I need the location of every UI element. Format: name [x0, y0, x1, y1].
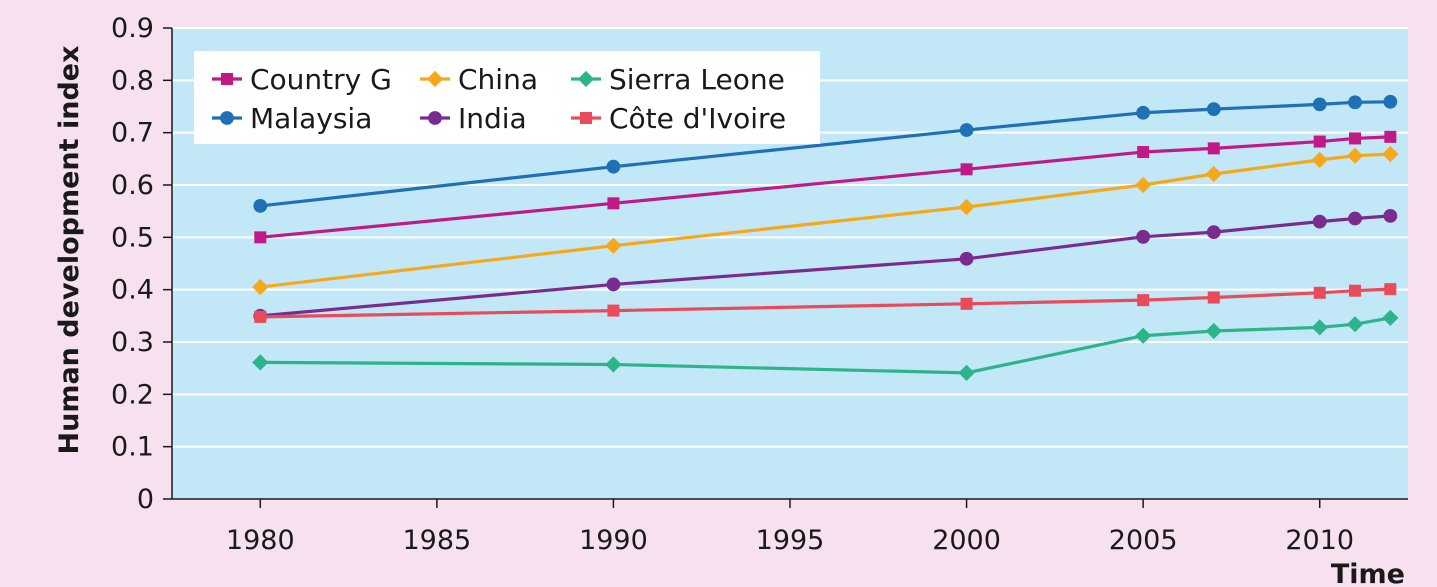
x-axis-title: Time	[1331, 559, 1405, 587]
x-tick-label: 1990	[579, 525, 648, 556]
series-india	[253, 208, 1398, 323]
x-tick-label: 2010	[1285, 525, 1354, 556]
data-point	[1384, 130, 1397, 143]
data-point	[254, 231, 267, 244]
series-malaysia	[253, 94, 1398, 213]
legend-label: Sierra Leone	[609, 63, 785, 96]
data-point	[606, 159, 621, 174]
data-point	[1348, 95, 1362, 110]
data-point	[1135, 327, 1152, 344]
legend-label: Malaysia	[250, 102, 372, 135]
data-point	[1313, 135, 1326, 148]
data-point	[1311, 319, 1328, 336]
data-point	[1312, 214, 1327, 229]
x-tick-label: 1985	[402, 525, 471, 556]
data-point	[1384, 283, 1397, 296]
y-tick-label: 0	[137, 484, 154, 515]
data-point	[605, 237, 622, 254]
series-c-te-d-ivoire	[254, 283, 1397, 323]
data-point	[1206, 102, 1221, 117]
data-point	[958, 198, 975, 216]
data-point	[1207, 291, 1220, 304]
data-point	[1313, 286, 1326, 299]
data-point	[959, 123, 974, 137]
y-tick-label: 0.4	[111, 275, 154, 306]
y-axis-title: Human development index	[54, 46, 85, 455]
y-tick-label: 0.3	[111, 327, 154, 358]
x-tick-label: 2000	[932, 525, 1001, 556]
legend-swatch-marker	[577, 70, 595, 88]
legend-swatch-marker	[426, 70, 444, 88]
y-tick-label: 0.8	[111, 65, 154, 96]
axes: 0 0.1 0.2 0.3 0.4 0.5 0.6 0.7 0.8 0.9 1980 1985 1990…	[111, 13, 1408, 556]
legend: Country G China Sierra Leone Malaysia India C…	[194, 51, 820, 144]
data-point	[1382, 146, 1399, 163]
x-tick-label: 1995	[756, 525, 825, 556]
x-tick-label: 2005	[1109, 525, 1178, 556]
data-point	[607, 197, 620, 210]
data-point	[1312, 97, 1327, 112]
legend-item-sierra-leone: Sierra Leone	[571, 63, 785, 96]
legend-label: China	[458, 63, 538, 96]
data-point	[1382, 309, 1399, 327]
legend-swatch-marker	[220, 111, 234, 125]
data-point	[1348, 211, 1362, 226]
data-point	[1383, 208, 1398, 223]
y-tick-label: 0.6	[111, 170, 154, 201]
data-point	[1311, 151, 1328, 168]
data-point	[1205, 322, 1222, 340]
data-point	[607, 304, 620, 317]
data-point	[1383, 94, 1398, 109]
data-point	[1137, 294, 1150, 307]
data-point	[252, 354, 269, 371]
data-point	[254, 310, 267, 323]
data-point	[605, 356, 622, 373]
series-country-g	[254, 130, 1397, 244]
legend-item-c-te-d-ivoire: Côte d'Ivoire	[571, 102, 786, 135]
legend-item-china: China	[420, 63, 538, 96]
series-sierra-leone	[252, 309, 1399, 381]
data-point	[1206, 225, 1221, 240]
y-tick-label: 0.5	[111, 222, 154, 253]
data-point	[1205, 165, 1222, 183]
data-series	[252, 94, 1399, 381]
data-point	[958, 364, 975, 381]
data-point	[1136, 229, 1151, 244]
legend-box	[194, 51, 820, 144]
data-point	[960, 297, 973, 310]
data-point	[1135, 176, 1152, 194]
legend-swatch-marker	[221, 73, 233, 85]
series-china	[252, 146, 1399, 296]
data-point	[1346, 316, 1364, 333]
y-tick-label: 0.1	[111, 432, 154, 463]
legend-item-india: India	[420, 102, 527, 135]
data-point	[959, 251, 974, 266]
legend-swatch-marker	[428, 111, 442, 125]
y-tick-label: 0.2	[111, 379, 154, 410]
legend-swatch-marker	[580, 112, 592, 124]
legend-item-country-g: Country G	[212, 63, 392, 96]
data-point	[1349, 284, 1362, 297]
y-tick-label: 0.9	[111, 13, 154, 44]
data-point	[960, 163, 973, 176]
data-point	[252, 278, 269, 296]
y-tick-label: 0.7	[111, 118, 154, 149]
data-point	[1346, 147, 1364, 164]
data-point	[606, 277, 621, 292]
legend-label: India	[458, 102, 527, 135]
x-tick-label: 1980	[226, 525, 295, 556]
data-point	[253, 199, 268, 213]
data-point	[1136, 105, 1151, 120]
legend-label: Côte d'Ivoire	[609, 102, 786, 135]
data-point	[1137, 146, 1150, 159]
data-point	[1349, 132, 1362, 145]
legend-label: Country G	[250, 63, 392, 96]
legend-item-malaysia: Malaysia	[212, 102, 372, 135]
data-point	[1207, 142, 1220, 155]
